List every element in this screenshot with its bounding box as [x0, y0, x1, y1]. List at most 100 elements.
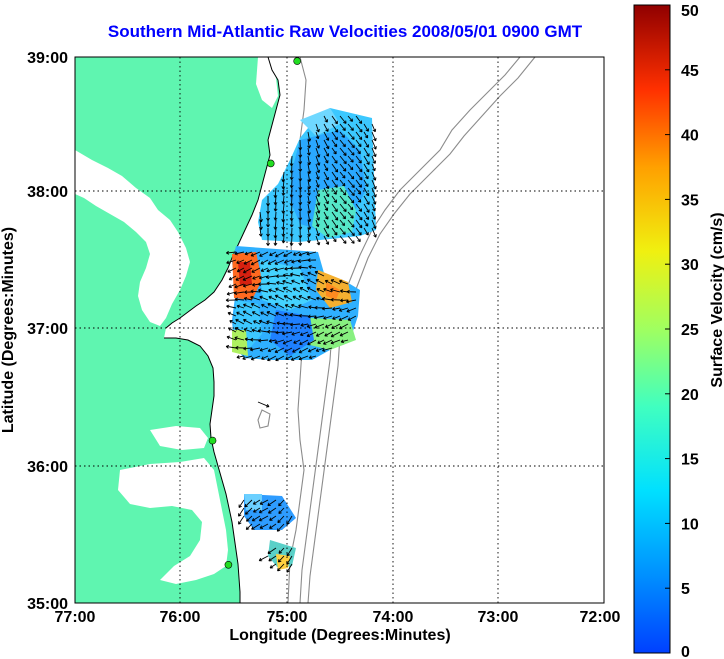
velocity-arrow [259, 295, 269, 301]
velocity-arrow [363, 187, 370, 197]
velocity-arrow [363, 179, 369, 187]
velocity-arrow [289, 272, 301, 277]
velocity-arrow [307, 155, 312, 166]
velocity-arrow [331, 115, 338, 125]
velocity-arrow [286, 547, 293, 557]
velocity-arrow [363, 139, 369, 148]
velocity-arrow [228, 275, 237, 281]
velocity-arrow [265, 275, 277, 280]
velocity-arrow [355, 235, 361, 243]
velocity-arrow [298, 313, 309, 318]
velocity-arrow [260, 259, 269, 265]
velocity-arrow [307, 347, 317, 353]
velocity-arrow [307, 139, 311, 149]
velocity-arrow [298, 235, 303, 246]
velocity-arrow [338, 279, 349, 285]
velocity-arrow [243, 346, 253, 351]
velocity-arrow [355, 187, 362, 195]
velocity-arrow [242, 267, 253, 274]
velocity-arrow [308, 355, 317, 360]
velocity-arrow [252, 275, 261, 280]
x-tick-label: 75:00 [267, 609, 308, 626]
velocity-arrow [298, 265, 309, 270]
velocity-arrow [323, 339, 333, 345]
velocity-arrow [371, 155, 377, 164]
velocity-arrow [307, 227, 312, 237]
velocity-arrow [251, 328, 261, 333]
velocity-arrow [339, 195, 347, 205]
velocity-arrow [339, 203, 347, 213]
velocity-arrow [236, 267, 245, 273]
velocity-arrow [274, 294, 285, 301]
velocity-arrow [347, 179, 355, 189]
velocity-arrow [314, 270, 325, 277]
velocity-arrow [317, 339, 325, 344]
velocity-arrow [266, 235, 270, 246]
velocity-arrow [250, 302, 261, 309]
velocity-arrow [355, 219, 363, 229]
velocity-arrow [371, 211, 377, 220]
velocity-arrow [355, 155, 362, 164]
velocity-arrow [331, 123, 339, 133]
velocity-arrow [347, 115, 354, 122]
velocity-arrow [228, 283, 237, 289]
velocity-arrow [268, 295, 277, 301]
velocity-arrow [315, 131, 320, 140]
velocity-arrow [236, 355, 245, 359]
velocity-arrow [236, 259, 245, 264]
colorbar-tick-label: 40 [681, 128, 699, 145]
velocity-arrow [243, 259, 253, 265]
velocity-arrow [284, 347, 293, 353]
velocity-arrow [226, 304, 237, 309]
velocity-arrow [283, 251, 293, 257]
velocity-arrow [293, 339, 301, 344]
velocity-arrow [307, 187, 311, 196]
velocity-arrow [331, 139, 338, 148]
velocity-arrow [363, 227, 369, 236]
velocity-arrow [225, 250, 237, 255]
velocity-arrow [339, 219, 346, 227]
velocity-arrow [251, 311, 261, 317]
velocity-arrow [266, 267, 277, 273]
velocity-arrow [371, 123, 377, 133]
velocity-arrow [242, 310, 253, 317]
velocity-arrow [261, 303, 269, 309]
velocity-arrow [273, 211, 278, 221]
velocity-arrow [283, 312, 293, 317]
velocity-arrow [250, 251, 261, 257]
velocity-arrow [268, 555, 277, 562]
velocity-arrow [226, 291, 237, 296]
velocity-arrow [339, 123, 346, 132]
velocity-arrow [339, 289, 349, 294]
velocity-arrow [259, 523, 269, 529]
velocity-arrow [355, 123, 363, 133]
velocity-arrow [273, 203, 278, 212]
velocity-arrow [332, 307, 341, 311]
velocity-arrow [289, 266, 301, 271]
velocity-arrow [307, 339, 317, 346]
velocity-arrow [234, 336, 245, 341]
velocity-arrow [275, 274, 285, 279]
velocity-arrow [347, 147, 355, 156]
velocity-arrow [330, 288, 341, 293]
velocity-arrow [315, 187, 321, 198]
station-marker [224, 560, 233, 569]
velocity-arrow [267, 259, 277, 265]
velocity-arrow [355, 115, 363, 125]
velocity-arrow [258, 227, 263, 237]
velocity-arrow [299, 331, 309, 337]
velocity-arrow [323, 115, 328, 123]
velocity-arrow [339, 179, 346, 187]
velocity-vectors [225, 115, 377, 573]
colorbar-label: Surface Velocity (cm/s) [709, 212, 724, 387]
velocity-arrow [307, 211, 312, 223]
map-title: Southern Mid-Atlantic Raw Velocities 200… [107, 22, 583, 41]
velocity-arrow [246, 515, 253, 522]
velocity-arrow [291, 259, 301, 264]
velocity-arrow [267, 347, 277, 353]
velocity-arrow [277, 515, 285, 524]
velocity-arrow [261, 355, 269, 360]
colorbar-tick-label: 25 [681, 322, 699, 339]
velocity-arrow [274, 302, 285, 309]
